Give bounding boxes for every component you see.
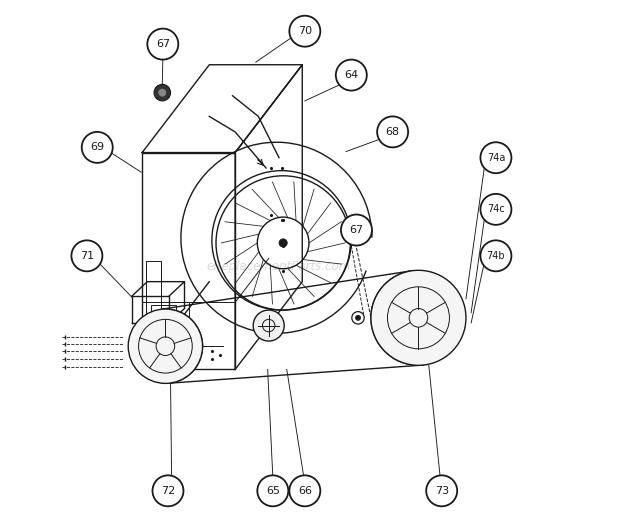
Circle shape	[480, 240, 511, 271]
Circle shape	[480, 194, 511, 225]
Text: 65: 65	[266, 486, 280, 496]
Text: 73: 73	[435, 486, 449, 496]
Text: 64: 64	[344, 70, 358, 80]
Circle shape	[336, 60, 367, 91]
Text: 71: 71	[80, 251, 94, 261]
Circle shape	[352, 312, 364, 324]
Text: 66: 66	[298, 486, 312, 496]
Circle shape	[253, 310, 284, 341]
Circle shape	[257, 476, 288, 506]
Circle shape	[82, 132, 113, 163]
Circle shape	[426, 476, 457, 506]
Text: 67: 67	[156, 39, 170, 49]
Text: 69: 69	[90, 143, 104, 152]
Circle shape	[290, 476, 321, 506]
Circle shape	[159, 89, 166, 96]
Text: 74c: 74c	[487, 204, 505, 215]
Circle shape	[153, 476, 184, 506]
Circle shape	[480, 142, 511, 173]
Circle shape	[279, 239, 287, 247]
Text: eReplacementParts.com: eReplacementParts.com	[207, 259, 351, 272]
Circle shape	[128, 309, 203, 383]
Text: 68: 68	[386, 127, 400, 137]
Circle shape	[371, 270, 466, 365]
Circle shape	[377, 116, 408, 147]
Text: 74a: 74a	[487, 153, 505, 163]
Circle shape	[355, 315, 361, 321]
Text: 67: 67	[350, 225, 363, 235]
Circle shape	[154, 85, 170, 101]
Circle shape	[71, 240, 102, 271]
Text: 70: 70	[298, 26, 312, 36]
Circle shape	[341, 215, 372, 245]
Text: 72: 72	[161, 486, 175, 496]
Circle shape	[148, 29, 179, 60]
Text: 74b: 74b	[487, 251, 505, 261]
Circle shape	[290, 16, 321, 46]
